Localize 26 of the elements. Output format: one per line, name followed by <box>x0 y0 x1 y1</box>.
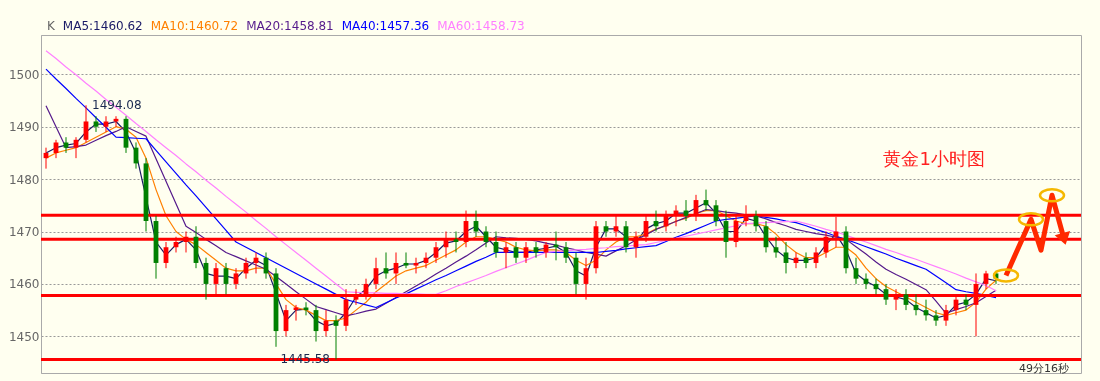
candlestick <box>93 115 99 133</box>
text: MA5:1460.62 <box>62 19 143 33</box>
candlestick <box>933 309 939 327</box>
candlestick <box>293 304 299 322</box>
text: MA10:1460.72 <box>150 19 239 33</box>
candlestick <box>603 220 609 238</box>
y-tick-label: 1470 <box>8 225 40 240</box>
candlestick <box>413 257 419 274</box>
candlestick <box>303 301 309 316</box>
annotation: 49分16秒 <box>1019 362 1069 375</box>
y-tick-label: 1450 <box>8 329 40 344</box>
y-tick-label: 1480 <box>8 172 40 187</box>
annotation: 黄金1小时图 <box>883 148 985 170</box>
candlestick <box>63 136 69 154</box>
y-tick-label: 1460 <box>8 277 40 292</box>
candlestick <box>103 115 109 133</box>
candlestick <box>453 231 459 253</box>
annotation: 1494.08 <box>92 98 142 113</box>
annotation: 1445.58 <box>280 352 330 367</box>
legend-title: K <box>47 19 56 33</box>
y-tick-label: 1500 <box>8 67 40 82</box>
text: MA20:1458.81 <box>246 19 334 33</box>
text: MA60:1458.73 <box>437 19 525 33</box>
candlestick <box>403 251 409 269</box>
text: MA40:1457.36 <box>341 19 430 33</box>
y-tick-label: 1490 <box>8 120 40 135</box>
